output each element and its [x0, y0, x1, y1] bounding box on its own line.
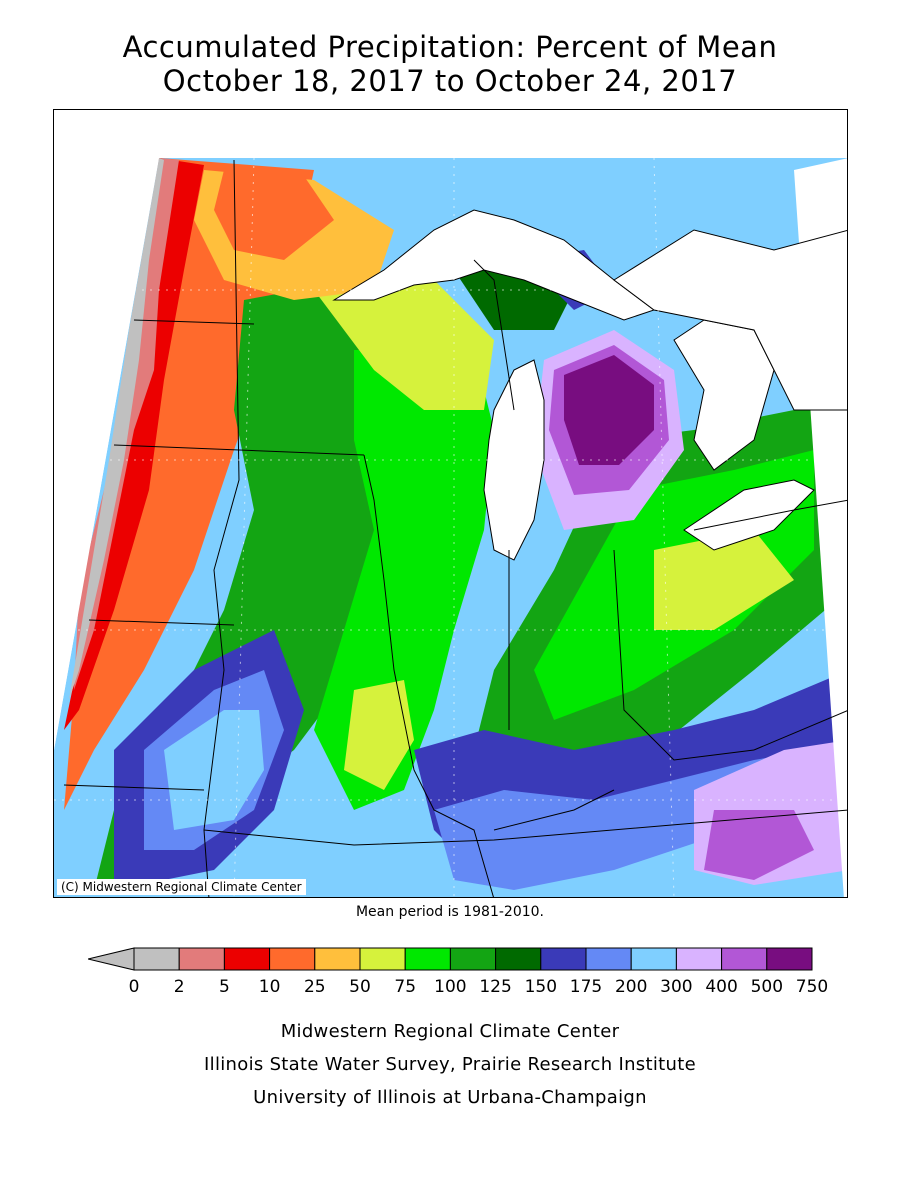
map-title: Accumulated Precipitation: Percent of Me…: [122, 30, 778, 64]
lake-superior: [332, 209, 656, 321]
legend-tick-label: 75: [394, 977, 416, 997]
map-date-range: October 18, 2017 to October 24, 2017: [162, 64, 738, 98]
legend-swatch: [269, 947, 316, 971]
outside-domain-left: [54, 110, 164, 750]
legend-swatch: [675, 947, 723, 971]
outside-domain-top: [54, 110, 847, 158]
graticule: [54, 157, 847, 897]
legend-tick-label: 10: [259, 977, 281, 997]
legend-tick-label: 50: [349, 977, 371, 997]
canada-right: [613, 229, 847, 411]
legend-tick-label: 300: [660, 977, 692, 997]
legend-swatch: [314, 947, 361, 971]
legend-tick-label: 150: [525, 977, 557, 997]
band-50-75-ohio: [654, 530, 794, 630]
band-50-75-wisc: [314, 280, 494, 410]
legend-tick-label: 400: [705, 977, 737, 997]
legend-swatch: [585, 947, 632, 971]
credit-line-3: University of Illinois at Urbana-Champai…: [253, 1087, 647, 1108]
legend-swatch: [766, 947, 813, 971]
band-400-500-ky: [704, 810, 814, 880]
mean-period-note: Mean period is 1981-2010.: [355, 904, 545, 920]
legend-tick-label: 500: [751, 977, 783, 997]
legend-tick-label: 25: [304, 977, 326, 997]
color-legend: 0 2 5 10 25 50 75 100 125 150 175 200 300 400 500 750: [88, 947, 828, 997]
legend-tick-label: 750: [796, 977, 828, 997]
legend-tick-label: 0: [129, 977, 140, 997]
lake-michigan: [483, 359, 545, 561]
legend-swatch: [178, 947, 225, 971]
legend-swatch: [404, 947, 451, 971]
lake-erie: [683, 479, 815, 551]
band-west-gray: [69, 158, 164, 700]
band-500-750-mi: [564, 355, 654, 465]
credit-line-2: Illinois State Water Survey, Prairie Res…: [204, 1054, 696, 1075]
legend-below-zero-arrow: [88, 947, 135, 971]
legend-tick-label: 100: [434, 977, 466, 997]
precipitation-map: (C) Midwestern Regional Climate Center: [53, 109, 848, 898]
legend-swatch: [721, 947, 768, 971]
band-50-75-illinois: [344, 680, 414, 790]
copyright-notice: (C) Midwestern Regional Climate Center: [57, 879, 306, 895]
legend-swatch: [449, 947, 497, 971]
legend-tick-label: 5: [219, 977, 230, 997]
legend-swatch: [540, 947, 587, 971]
band-10-25-mn: [214, 170, 334, 260]
legend-swatch: [630, 947, 677, 971]
legend-swatch: [495, 947, 542, 971]
precipitation-field: [54, 110, 847, 897]
legend-tick-label: 125: [479, 977, 511, 997]
legend-tick-label: 2: [174, 977, 185, 997]
legend-swatch: [133, 947, 180, 971]
state-boundaries: [63, 159, 847, 897]
legend-tick-label: 200: [615, 977, 647, 997]
legend-swatch: [359, 947, 406, 971]
credit-line-1: Midwestern Regional Climate Center: [280, 1021, 620, 1042]
legend-tick-label: 175: [570, 977, 602, 997]
legend-swatch: [223, 947, 271, 971]
